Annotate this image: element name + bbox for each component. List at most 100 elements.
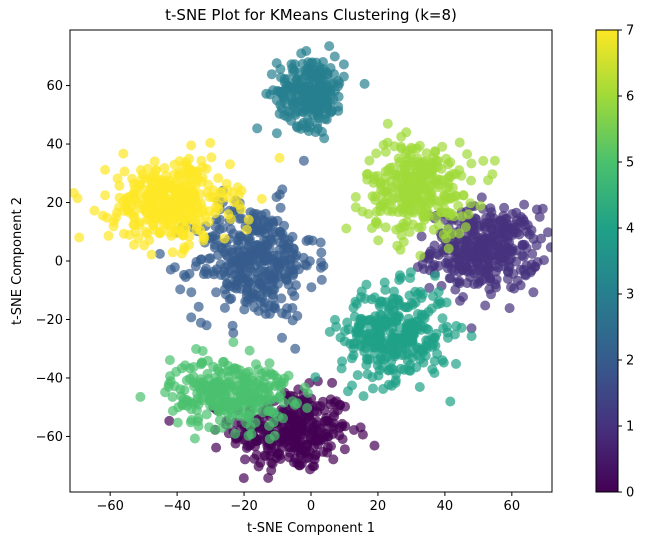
point-cluster-6 [404, 227, 415, 238]
point-cluster-4 [361, 360, 372, 370]
point-cluster-0 [289, 457, 299, 468]
point-cluster-2 [265, 233, 276, 244]
point-cluster-2 [304, 256, 315, 267]
point-cluster-1 [461, 261, 472, 272]
point-cluster-5 [210, 372, 221, 383]
point-cluster-1 [518, 251, 529, 262]
point-cluster-4 [429, 356, 440, 366]
point-cluster-7 [100, 164, 111, 175]
point-cluster-1 [507, 209, 518, 219]
point-cluster-6 [407, 200, 418, 211]
point-cluster-2 [288, 243, 299, 254]
point-cluster-4 [340, 326, 350, 336]
chart-title: t-SNE Plot for KMeans Clustering (k=8) [165, 6, 457, 24]
point-cluster-2 [291, 280, 301, 291]
point-cluster-1 [490, 279, 501, 290]
y-tick-label: 40 [46, 138, 63, 153]
point-cluster-6 [440, 195, 450, 206]
point-cluster-6 [398, 236, 409, 247]
point-cluster-4 [331, 321, 342, 332]
point-cluster-5 [189, 433, 200, 444]
point-cluster-7 [186, 140, 197, 151]
point-cluster-7 [74, 232, 85, 243]
point-cluster-1 [416, 231, 427, 242]
point-cluster-4 [405, 273, 416, 284]
point-cluster-1 [528, 233, 539, 244]
point-cluster-1 [561, 217, 571, 227]
point-cluster-5 [256, 394, 267, 405]
point-cluster-7 [184, 153, 194, 164]
point-cluster-1 [462, 237, 473, 248]
point-cluster-6 [430, 147, 441, 158]
point-cluster-6 [478, 155, 489, 166]
point-cluster-6 [382, 137, 393, 148]
y-tick-label: −40 [36, 371, 63, 386]
point-cluster-6 [466, 158, 477, 169]
point-cluster-1 [487, 217, 498, 228]
point-cluster-5 [186, 404, 197, 415]
point-cluster-2 [219, 262, 230, 273]
point-cluster-5 [204, 395, 215, 406]
point-cluster-5 [268, 417, 279, 428]
point-cluster-1 [491, 240, 502, 251]
point-cluster-2 [268, 302, 279, 313]
point-cluster-4 [362, 369, 373, 380]
point-cluster-7 [199, 232, 210, 243]
point-cluster-2 [287, 270, 298, 281]
point-cluster-6 [371, 148, 382, 159]
point-cluster-4 [433, 286, 444, 297]
point-cluster-6 [416, 167, 427, 178]
point-cluster-4 [347, 380, 357, 391]
point-cluster-3 [309, 84, 320, 95]
point-cluster-4 [388, 313, 399, 324]
x-tick-label: 20 [370, 499, 387, 514]
point-cluster-2 [227, 320, 238, 331]
x-axis-ticks: −60 −40 −20 0 20 40 60 [96, 492, 520, 514]
point-cluster-6 [487, 169, 498, 180]
point-cluster-5 [176, 391, 187, 402]
point-cluster-2 [316, 274, 327, 285]
point-cluster-5 [226, 386, 237, 396]
point-cluster-5 [193, 399, 204, 410]
point-cluster-4 [438, 357, 449, 368]
point-cluster-6 [416, 222, 427, 233]
point-cluster-5 [292, 398, 303, 409]
point-cluster-6 [382, 118, 393, 129]
point-cluster-0 [251, 449, 262, 460]
point-cluster-5 [223, 397, 234, 407]
point-cluster-1 [472, 259, 483, 269]
point-cluster-1 [461, 254, 472, 265]
point-cluster-7 [213, 204, 224, 214]
point-cluster-2 [268, 219, 279, 229]
point-cluster-0 [238, 473, 249, 484]
point-cluster-2 [287, 231, 298, 242]
point-cluster-6 [341, 223, 352, 234]
point-cluster-7 [166, 206, 177, 217]
point-cluster-2 [225, 224, 236, 235]
point-cluster-6 [395, 244, 406, 255]
scatter-points [70, 41, 571, 484]
point-cluster-4 [435, 298, 446, 309]
y-axis-label: t-SNE Component 2 [10, 197, 25, 325]
point-cluster-4 [451, 358, 461, 369]
point-cluster-4 [387, 298, 398, 309]
point-cluster-7 [256, 193, 267, 204]
point-cluster-0 [327, 377, 338, 388]
point-cluster-7 [142, 163, 153, 174]
point-cluster-6 [475, 200, 486, 211]
point-cluster-2 [260, 255, 271, 266]
point-cluster-6 [441, 153, 452, 164]
point-cluster-3 [287, 94, 298, 105]
point-cluster-5 [171, 366, 182, 377]
point-cluster-6 [350, 192, 361, 202]
point-cluster-6 [460, 222, 471, 233]
point-cluster-7 [112, 173, 123, 184]
point-cluster-6 [438, 229, 449, 240]
point-cluster-3 [321, 114, 332, 125]
point-cluster-6 [384, 162, 395, 173]
point-cluster-1 [476, 192, 487, 203]
point-cluster-2 [258, 242, 269, 253]
point-cluster-7 [159, 163, 170, 173]
point-cluster-2 [211, 287, 222, 298]
point-cluster-4 [397, 330, 408, 341]
